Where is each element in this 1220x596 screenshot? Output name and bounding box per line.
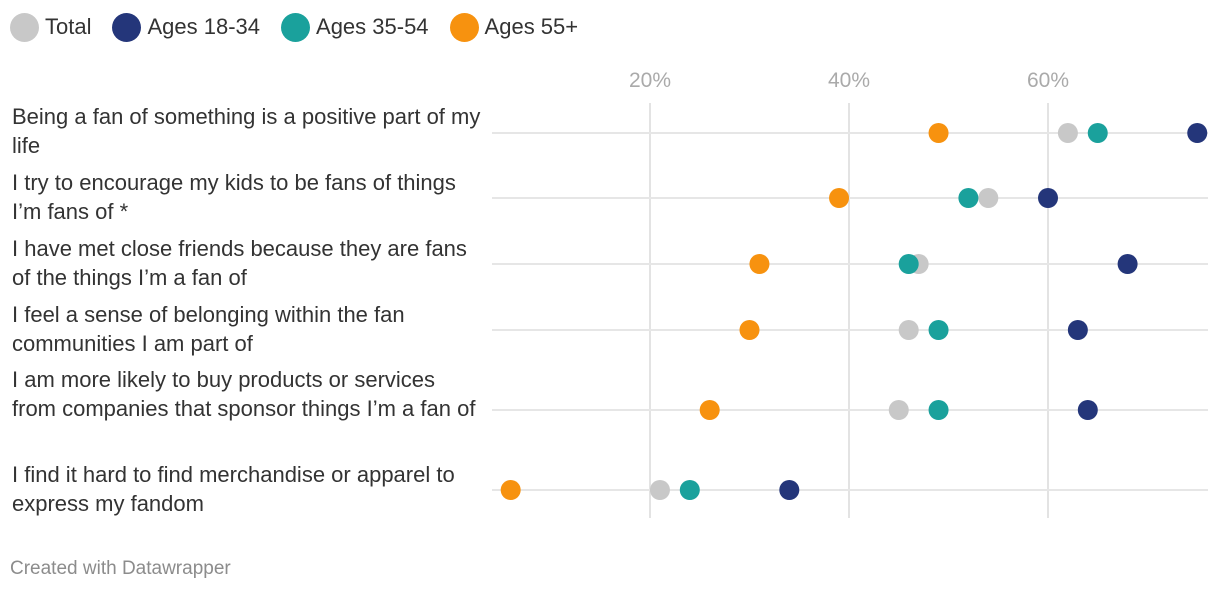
row-label-sponsor-products: I am more likely to buy products or serv… xyxy=(12,367,476,421)
dot-ages-18-34-row-4 xyxy=(1067,320,1088,340)
legend-label-ages-55-plus: Ages 55+ xyxy=(484,14,579,39)
dot-ages-35-54-row-4 xyxy=(928,320,949,340)
dot-ages-55-row-4 xyxy=(739,320,760,340)
row-label-met-friends: I have met close friends because they ar… xyxy=(12,236,467,290)
legend-item-ages-18-34: Ages 18-34 xyxy=(112,12,261,42)
legend-swatch-ages-55-plus xyxy=(449,12,479,42)
dot-ages-18-34-row-1 xyxy=(1187,123,1208,143)
dot-ages-35-54-row-6 xyxy=(679,480,700,500)
axis-tick-label-60: 60% xyxy=(1027,69,1069,92)
dot-ages-55-row-6 xyxy=(500,480,521,500)
legend-label-total: Total xyxy=(45,14,92,39)
axis-tick-label-40: 40% xyxy=(828,69,870,92)
dot-ages-18-34-row-6 xyxy=(779,480,800,500)
dot-total-row-6 xyxy=(649,480,670,500)
footer-credit: Created with Datawrapper xyxy=(10,558,231,579)
dot-total-row-5 xyxy=(888,400,909,420)
row-label-belonging: I feel a sense of belonging within the f… xyxy=(12,302,405,356)
dot-total-row-4 xyxy=(898,320,919,340)
row-label-positive-part: Being a fan of something is a positive p… xyxy=(12,104,481,158)
dot-ages-55-row-2 xyxy=(829,188,850,208)
dot-ages-35-54-row-5 xyxy=(928,400,949,420)
legend-label-ages-18-34: Ages 18-34 xyxy=(147,14,261,39)
dot-ages-35-54-row-2 xyxy=(958,188,979,208)
legend-label-ages-35-54: Ages 35-54 xyxy=(316,14,429,39)
dot-ages-18-34-row-5 xyxy=(1077,400,1098,420)
legend-item-ages-55-plus: Ages 55+ xyxy=(449,12,579,42)
dot-ages-55-row-5 xyxy=(699,400,720,420)
dot-ages-55-row-1 xyxy=(928,123,949,143)
dot-ages-35-54-row-1 xyxy=(1087,123,1108,143)
dot-total-row-2 xyxy=(978,188,999,208)
axis-tick-label-20: 20% xyxy=(629,69,671,92)
legend-swatch-ages-35-54 xyxy=(281,12,311,42)
legend-item-total: Total xyxy=(10,12,92,42)
legend-swatch-total xyxy=(10,12,39,42)
legend: Total Ages 18-34 Ages 35-54 Ages 55+ xyxy=(10,12,599,42)
row-label-encourage-kids: I try to encourage my kids to be fans of… xyxy=(12,170,456,224)
dot-ages-18-34-row-3 xyxy=(1117,254,1138,274)
legend-swatch-ages-18-34 xyxy=(112,12,142,42)
legend-item-ages-35-54: Ages 35-54 xyxy=(281,12,429,42)
dot-total-row-1 xyxy=(1057,123,1078,143)
dot-ages-55-row-3 xyxy=(749,254,770,274)
dot-ages-18-34-row-2 xyxy=(1038,188,1058,208)
row-label-merchandise: I find it hard to find merchandise or ap… xyxy=(12,462,455,516)
dot-ages-35-54-row-3 xyxy=(898,254,919,274)
